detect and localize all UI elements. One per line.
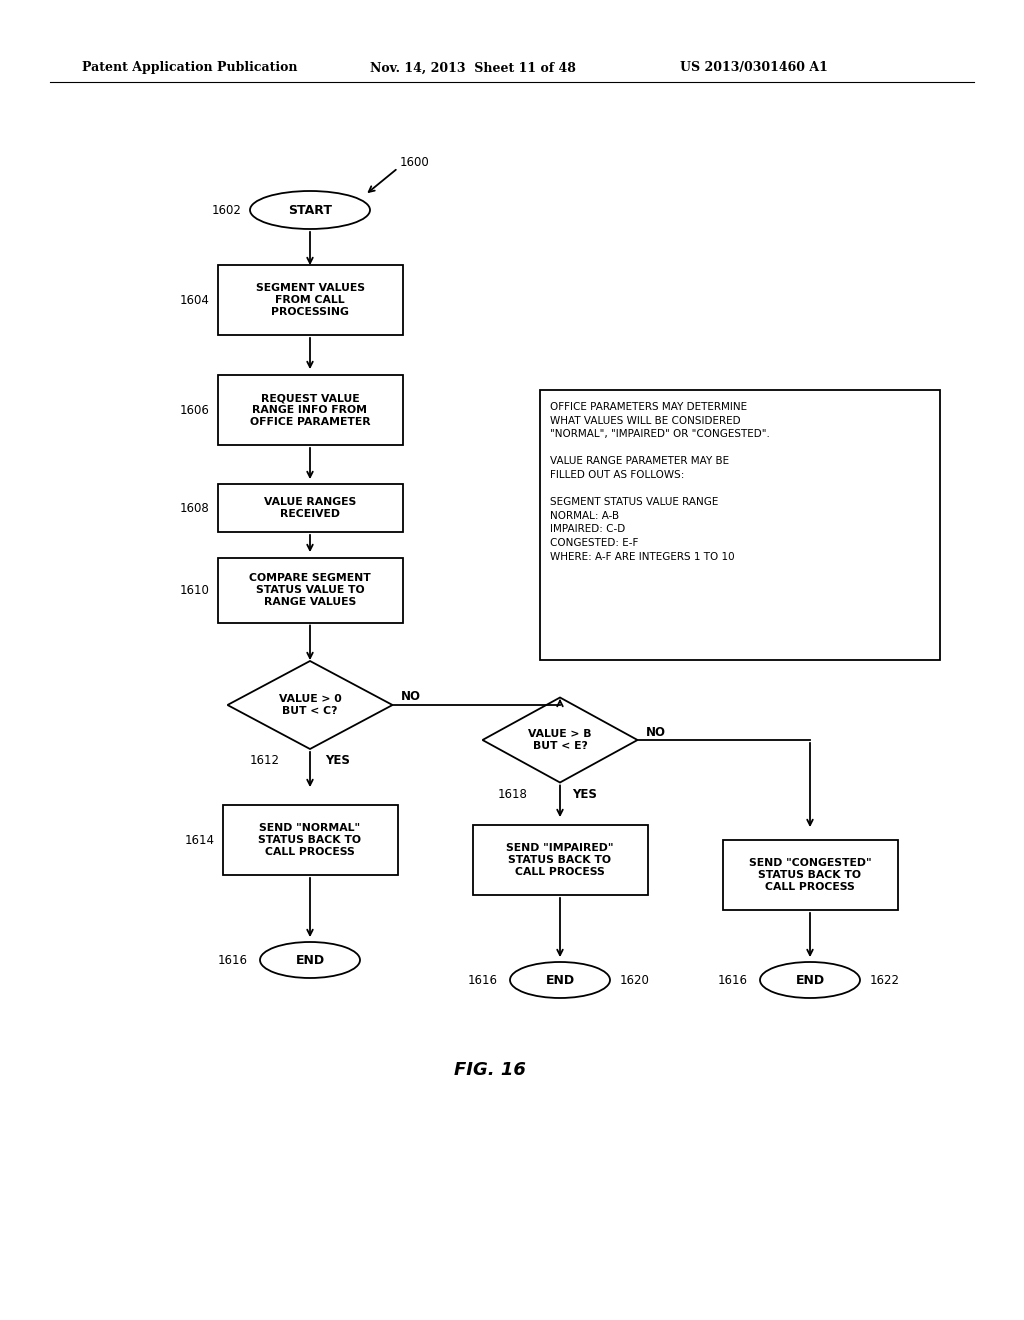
Text: Nov. 14, 2013  Sheet 11 of 48: Nov. 14, 2013 Sheet 11 of 48 [370,62,575,74]
Text: US 2013/0301460 A1: US 2013/0301460 A1 [680,62,827,74]
Text: SEND "CONGESTED"
STATUS BACK TO
CALL PROCESS: SEND "CONGESTED" STATUS BACK TO CALL PRO… [749,858,871,891]
Text: 1622: 1622 [870,974,900,986]
Text: FIG. 16: FIG. 16 [454,1061,526,1078]
Text: VALUE > B
BUT < E?: VALUE > B BUT < E? [528,729,592,751]
Text: END: END [796,974,824,986]
Text: 1616: 1616 [218,953,248,966]
Text: 1604: 1604 [179,293,210,306]
Text: 1606: 1606 [179,404,210,417]
Text: OFFICE PARAMETERS MAY DETERMINE
WHAT VALUES WILL BE CONSIDERED
"NORMAL", "IMPAIR: OFFICE PARAMETERS MAY DETERMINE WHAT VAL… [550,403,770,561]
Text: SEND "IMPAIRED"
STATUS BACK TO
CALL PROCESS: SEND "IMPAIRED" STATUS BACK TO CALL PROC… [506,843,613,876]
Text: 1610: 1610 [179,583,210,597]
Text: 1616: 1616 [718,974,748,986]
Text: SEND "NORMAL"
STATUS BACK TO
CALL PROCESS: SEND "NORMAL" STATUS BACK TO CALL PROCES… [258,824,361,857]
Text: SEGMENT VALUES
FROM CALL
PROCESSING: SEGMENT VALUES FROM CALL PROCESSING [256,284,365,317]
Text: REQUEST VALUE
RANGE INFO FROM
OFFICE PARAMETER: REQUEST VALUE RANGE INFO FROM OFFICE PAR… [250,393,371,426]
Text: VALUE > 0
BUT < C?: VALUE > 0 BUT < C? [279,694,341,715]
Text: 1620: 1620 [620,974,650,986]
Text: YES: YES [572,788,597,801]
Text: 1600: 1600 [400,156,430,169]
Text: Patent Application Publication: Patent Application Publication [82,62,298,74]
Text: NO: NO [645,726,666,738]
Text: END: END [296,953,325,966]
Text: 1602: 1602 [212,203,242,216]
Text: 1614: 1614 [184,833,214,846]
Text: START: START [288,203,332,216]
Text: 1618: 1618 [498,788,528,801]
Text: YES: YES [325,755,350,767]
Text: NO: NO [400,690,421,704]
Text: VALUE RANGES
RECEIVED: VALUE RANGES RECEIVED [264,498,356,519]
Text: COMPARE SEGMENT
STATUS VALUE TO
RANGE VALUES: COMPARE SEGMENT STATUS VALUE TO RANGE VA… [249,573,371,607]
Text: 1612: 1612 [250,755,280,767]
Text: 1616: 1616 [468,974,498,986]
Text: END: END [546,974,574,986]
Text: 1608: 1608 [180,502,210,515]
